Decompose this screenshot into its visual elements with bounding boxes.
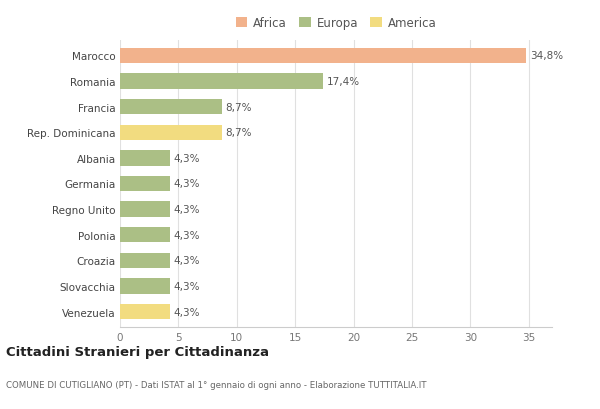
Text: 4,3%: 4,3% <box>174 307 200 317</box>
Bar <box>120 74 323 90</box>
Text: 8,7%: 8,7% <box>225 128 251 138</box>
Bar <box>120 202 170 217</box>
Bar <box>120 227 170 243</box>
Bar <box>120 125 221 141</box>
Bar <box>120 253 170 268</box>
Text: COMUNE DI CUTIGLIANO (PT) - Dati ISTAT al 1° gennaio di ogni anno - Elaborazione: COMUNE DI CUTIGLIANO (PT) - Dati ISTAT a… <box>6 380 427 389</box>
Bar <box>120 279 170 294</box>
Legend: Africa, Europa, America: Africa, Europa, America <box>231 12 441 35</box>
Text: 4,3%: 4,3% <box>174 179 200 189</box>
Bar <box>120 151 170 166</box>
Text: 4,3%: 4,3% <box>174 281 200 291</box>
Bar <box>120 304 170 319</box>
Text: Cittadini Stranieri per Cittadinanza: Cittadini Stranieri per Cittadinanza <box>6 346 269 359</box>
Text: 4,3%: 4,3% <box>174 230 200 240</box>
Bar <box>120 49 526 64</box>
Bar <box>120 100 221 115</box>
Text: 4,3%: 4,3% <box>174 153 200 164</box>
Text: 4,3%: 4,3% <box>174 204 200 215</box>
Text: 17,4%: 17,4% <box>326 77 360 87</box>
Text: 8,7%: 8,7% <box>225 102 251 112</box>
Text: 34,8%: 34,8% <box>530 51 563 61</box>
Text: 4,3%: 4,3% <box>174 256 200 266</box>
Bar <box>120 176 170 192</box>
